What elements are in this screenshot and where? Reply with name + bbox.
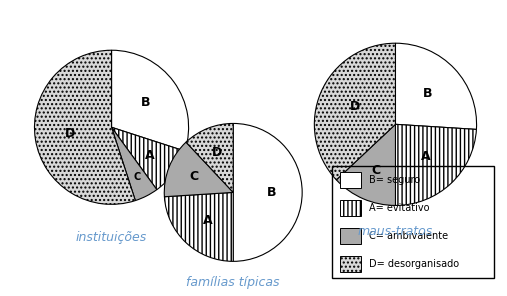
Text: A: A	[421, 150, 431, 163]
Text: maus-tratos: maus-tratos	[358, 225, 433, 238]
Wedge shape	[314, 43, 395, 180]
Wedge shape	[112, 127, 157, 201]
Wedge shape	[233, 123, 302, 261]
Wedge shape	[336, 124, 395, 205]
Text: C= ambivalente: C= ambivalente	[370, 231, 449, 241]
Wedge shape	[34, 50, 135, 204]
Wedge shape	[395, 43, 477, 129]
Wedge shape	[112, 50, 189, 151]
Text: B: B	[266, 186, 276, 199]
Text: B: B	[423, 87, 433, 100]
Text: C: C	[133, 172, 140, 182]
Wedge shape	[164, 192, 233, 261]
Wedge shape	[186, 123, 233, 192]
Text: B: B	[141, 96, 151, 109]
Text: B= seguro: B= seguro	[370, 175, 420, 185]
FancyBboxPatch shape	[340, 200, 361, 216]
Text: C: C	[189, 170, 198, 183]
FancyBboxPatch shape	[340, 256, 361, 272]
FancyBboxPatch shape	[340, 172, 361, 188]
Wedge shape	[395, 124, 477, 205]
Text: A= evitativo: A= evitativo	[370, 203, 430, 213]
Text: A: A	[202, 213, 212, 226]
Text: D: D	[64, 127, 75, 140]
Text: A: A	[146, 149, 155, 162]
Text: instituições: instituições	[76, 231, 147, 244]
Text: D= desorganisado: D= desorganisado	[370, 259, 459, 269]
Wedge shape	[164, 142, 233, 197]
Text: D: D	[349, 100, 359, 113]
Text: D: D	[212, 146, 223, 159]
Text: C: C	[371, 164, 380, 177]
Text: famílias típicas: famílias típicas	[187, 276, 280, 289]
Wedge shape	[112, 127, 185, 190]
FancyBboxPatch shape	[340, 228, 361, 244]
